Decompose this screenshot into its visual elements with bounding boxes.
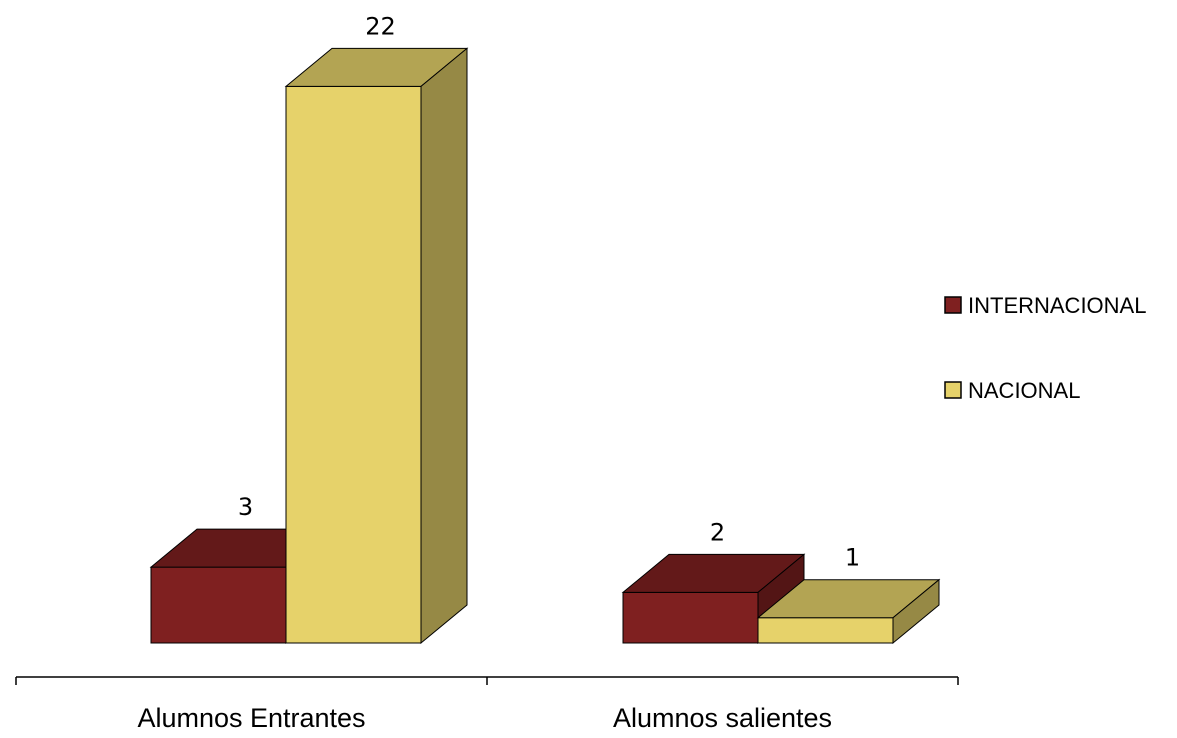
bars-layer bbox=[149, 47, 941, 645]
bar-front bbox=[622, 591, 759, 644]
x-tick-label-alumnos-entrantes: Alumnos Entrantes bbox=[137, 703, 365, 733]
bar-nacional-alumnos-salientes bbox=[756, 578, 941, 645]
x-tick-label-alumnos-salientes: Alumnos salientes bbox=[613, 703, 832, 733]
legend: INTERNACIONAL NACIONAL bbox=[944, 293, 1146, 403]
x-axis: Alumnos Entrantes Alumnos salientes bbox=[15, 676, 959, 733]
bar-nacional-alumnos-entrantes bbox=[284, 47, 469, 645]
legend-item-internacional: INTERNACIONAL bbox=[944, 293, 1146, 318]
data-label-nacional-alumnos-salientes: 1 bbox=[845, 544, 860, 572]
bar-front bbox=[285, 85, 422, 644]
legend-swatch bbox=[944, 381, 962, 399]
legend-item-nacional: NACIONAL bbox=[944, 378, 1080, 403]
data-label-internacional-alumnos-entrantes: 3 bbox=[238, 493, 253, 521]
data-label-internacional-alumnos-salientes: 2 bbox=[710, 518, 725, 546]
bar-internacional-alumnos-salientes bbox=[621, 553, 806, 645]
data-label-nacional-alumnos-entrantes: 22 bbox=[365, 12, 396, 40]
bar-side bbox=[420, 47, 468, 645]
legend-swatch bbox=[944, 296, 962, 314]
bar-front bbox=[757, 617, 894, 644]
bar-side bbox=[892, 578, 940, 645]
bar-front bbox=[150, 566, 287, 644]
legend-label: INTERNACIONAL bbox=[968, 293, 1146, 318]
legend-label: NACIONAL bbox=[968, 378, 1080, 403]
